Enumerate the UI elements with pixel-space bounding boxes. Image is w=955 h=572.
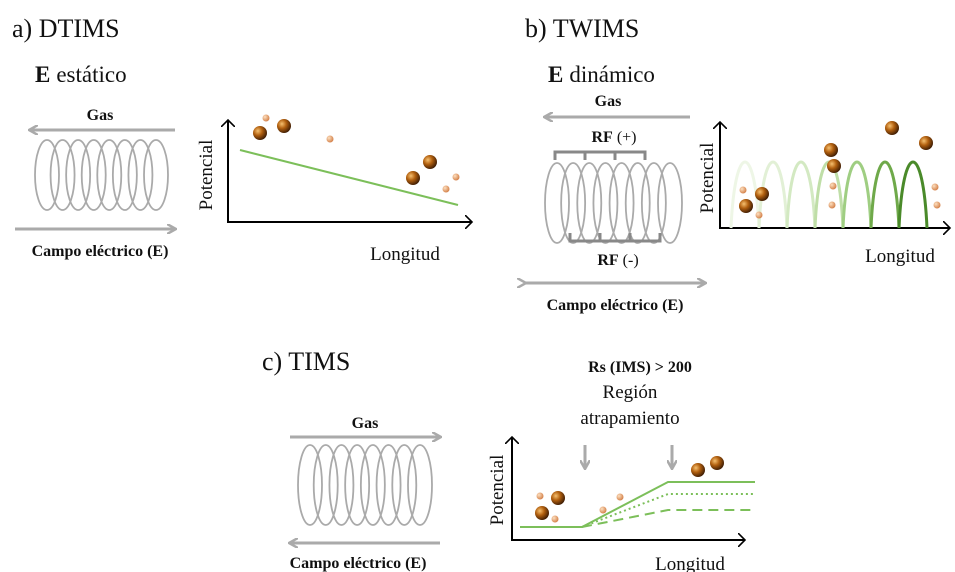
coil-loop [608, 162, 635, 244]
ion-small [829, 182, 837, 190]
axes [511, 437, 745, 541]
panel-title: b) TWIMS [525, 14, 639, 43]
field-symbol: E [35, 62, 50, 87]
field-arrow-label: Campo eléctrico (E) [32, 243, 169, 260]
wave [813, 160, 845, 229]
ion-small [933, 201, 941, 209]
panel-title: c) TIMS [262, 347, 350, 376]
ion-small [931, 183, 939, 191]
ion-small [442, 185, 450, 193]
x-axis-label: Longitud [865, 246, 935, 267]
rf-top-label: RF (+) [591, 129, 636, 146]
ion-large [710, 456, 724, 470]
rf-bold: RF [591, 129, 613, 146]
gas-label: Gas [595, 93, 622, 110]
ion-small [755, 211, 763, 219]
field-symbol: E [548, 62, 563, 87]
rf-sign: (-) [623, 252, 639, 269]
field-text: dinámico [569, 62, 655, 87]
coil-loop [576, 162, 603, 244]
field-arrow-label: Campo eléctrico (E) [547, 297, 684, 314]
coil-loop [344, 444, 371, 526]
coil-loop [640, 162, 667, 244]
wave [897, 160, 929, 229]
ion-large [551, 491, 565, 505]
ion-small [739, 186, 747, 194]
region-label: Región [603, 382, 658, 403]
resolution-label: Rs (IMS) > 200 [588, 359, 692, 376]
coil-loop [297, 444, 323, 526]
ion-large [827, 159, 841, 173]
coil-loop [391, 444, 418, 526]
gas-label: Gas [87, 107, 114, 124]
potential-line [581, 493, 755, 528]
ion-small [452, 173, 460, 181]
ion-small [262, 114, 270, 122]
region-label: atrapamiento [580, 408, 679, 429]
ion-large [277, 119, 291, 133]
x-axis-label: Longitud [655, 554, 725, 572]
coil-loop [65, 139, 92, 211]
wave [785, 160, 817, 229]
coil-loop [328, 444, 355, 526]
coil-loop [127, 139, 154, 211]
coil-loop [359, 444, 386, 526]
ion-small [616, 493, 624, 501]
wave [841, 160, 873, 229]
ion-large [755, 187, 769, 201]
gas-label: Gas [352, 415, 379, 432]
ion-small [536, 492, 544, 500]
ion-large [739, 199, 753, 213]
field-arrow-label: Campo eléctrico (E) [290, 555, 427, 572]
coil-loop [34, 139, 60, 211]
coil-loop [592, 162, 619, 244]
ion-small [828, 201, 836, 209]
panel-title: a) DTIMS [12, 14, 120, 43]
coil-loop [49, 139, 76, 211]
rf-sign: (+) [617, 129, 637, 146]
coil-loop [544, 162, 570, 244]
coil-loop [143, 139, 169, 211]
axes [227, 120, 472, 223]
potential-line [239, 149, 459, 206]
ion-small [551, 515, 559, 523]
rf-bottom-label: RF (-) [597, 252, 638, 269]
coil-loop [560, 162, 587, 244]
field-text: estático [56, 62, 126, 87]
wave [869, 160, 901, 229]
coil-loop [96, 139, 123, 211]
axes [719, 122, 950, 229]
ion-large [919, 136, 933, 150]
ion-large [406, 171, 420, 185]
rf-bold: RF [597, 252, 619, 269]
coil-loop [375, 444, 402, 526]
ion-small [326, 135, 334, 143]
coil-loop [312, 444, 339, 526]
coil-loop [624, 162, 651, 244]
coil-loop [407, 444, 433, 526]
potential-line [520, 481, 755, 528]
x-axis-label: Longitud [370, 244, 440, 265]
coil-loop [80, 139, 107, 211]
ion-small [599, 506, 607, 514]
wave [729, 160, 761, 229]
potential-line [581, 509, 755, 528]
y-axis-label: Potencial [196, 140, 217, 211]
ion-large [535, 506, 549, 520]
ion-large [691, 463, 705, 477]
rf-bracket [553, 150, 647, 160]
ion-large [824, 143, 838, 157]
ion-large [885, 121, 899, 135]
y-axis-label: Potencial [487, 455, 508, 526]
coil-loop [111, 139, 138, 211]
rf-bracket [568, 233, 662, 243]
ion-large [423, 155, 437, 169]
coil-loop [657, 162, 683, 244]
ion-large [253, 126, 267, 140]
y-axis-label: Potencial [697, 143, 718, 214]
